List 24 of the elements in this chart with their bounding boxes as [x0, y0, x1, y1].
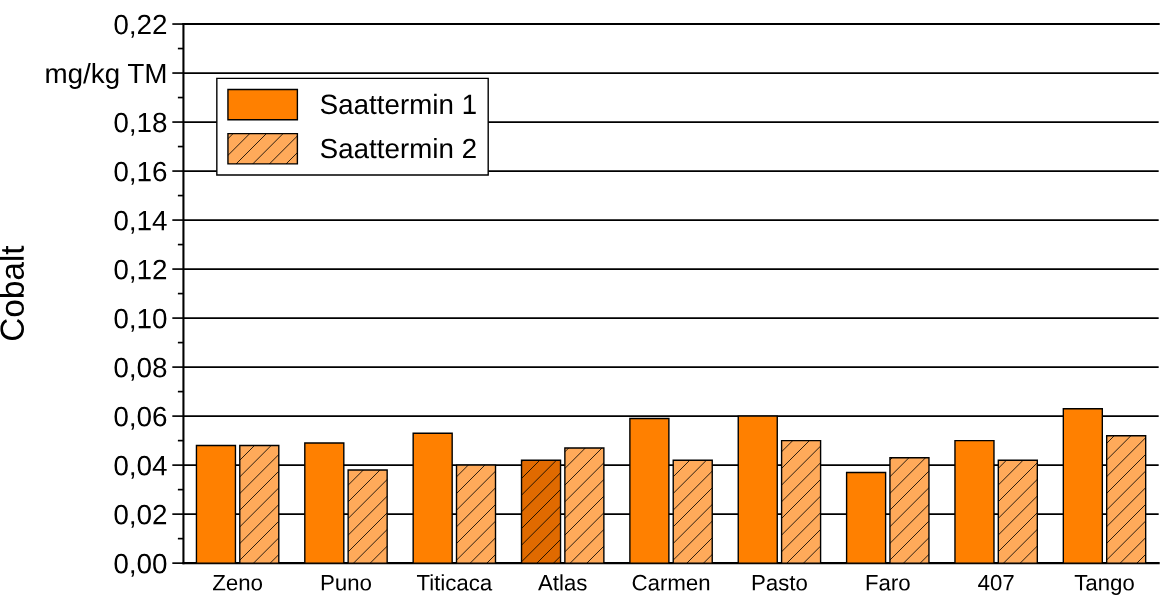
y-tick-label: mg/kg TM [46, 62, 166, 89]
x-tick-label: Puno [321, 575, 371, 591]
y-tick-label: 0,06 [114, 406, 167, 430]
y-tick-label: 0,10 [114, 308, 167, 332]
x-tick-label: Pasto [752, 575, 807, 591]
x-tick-label: Zeno [213, 575, 263, 591]
x-tick-label: Tango [1074, 575, 1134, 595]
legend-label: Saattermin 2 [320, 137, 476, 159]
y-tick-label: 0,22 [114, 14, 167, 38]
x-tick-label: 407 [978, 574, 1014, 591]
y-axis-title: Cobalt [0, 245, 25, 341]
x-tick-label: Faro [866, 575, 910, 591]
y-tick-label: 0,04 [114, 455, 167, 479]
y-tick-label: 0,00 [114, 553, 167, 577]
y-tick-label: 0,08 [114, 357, 167, 381]
y-tick-label: 0,12 [114, 259, 167, 283]
x-tick-label: Titicaca [416, 574, 493, 591]
y-tick-label: 0,16 [114, 161, 167, 185]
x-tick-label: Carmen [632, 574, 710, 591]
legend-label: Saattermin 1 [320, 93, 476, 115]
x-tick-label: Atlas [538, 574, 587, 591]
y-tick-label: 0,14 [114, 210, 167, 234]
y-tick-label: 0,02 [114, 504, 167, 528]
y-tick-label: 0,18 [114, 112, 167, 136]
